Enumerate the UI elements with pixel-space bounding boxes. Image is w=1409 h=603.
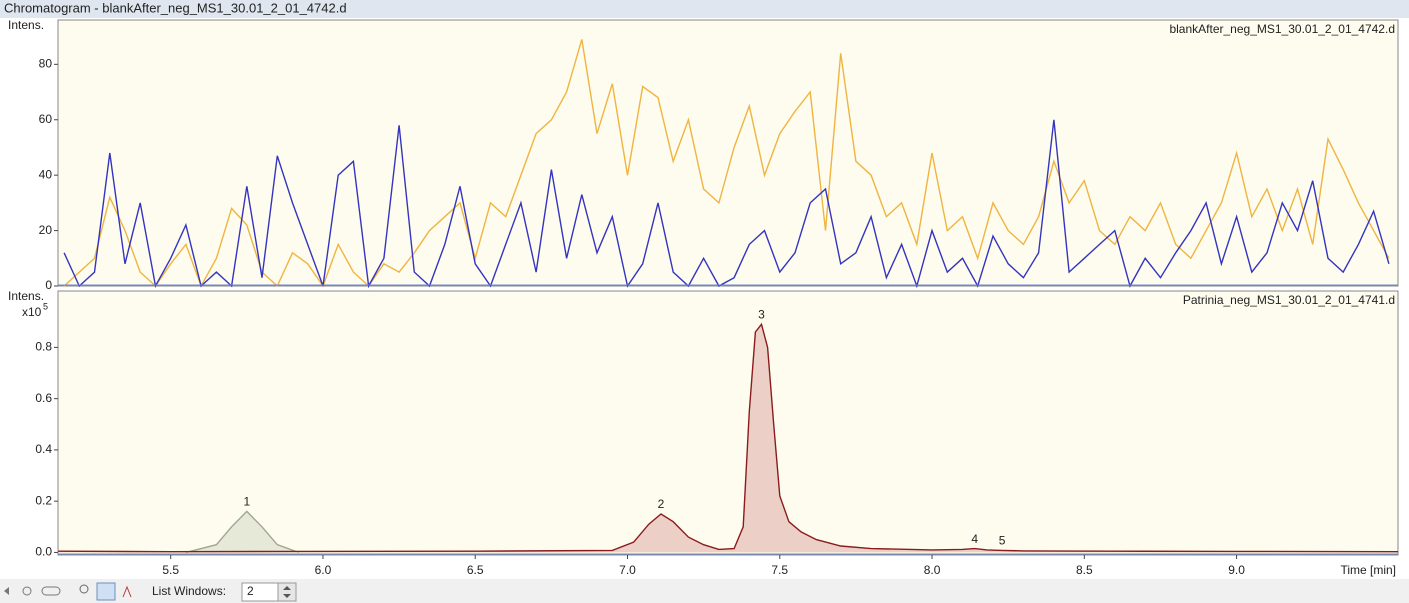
y-tick-label: 0.6 xyxy=(35,391,52,405)
toolbar-icons[interactable] xyxy=(4,582,132,601)
plot-area xyxy=(57,290,1399,556)
x-tick-label: 7.5 xyxy=(771,563,788,577)
x-axis-label: Time [min] xyxy=(1340,563,1396,577)
peak-label: 1 xyxy=(243,495,250,509)
y-tick-label: 0.2 xyxy=(35,493,52,507)
icon-zoom[interactable] xyxy=(79,584,89,594)
window-title: Chromatogram - blankAfter_neg_MS1_30.01_… xyxy=(4,0,347,15)
y-scale-label: x10 xyxy=(22,305,42,319)
x-tick-label: 6.5 xyxy=(467,563,484,577)
dataset-label: blankAfter_neg_MS1_30.01_2_01_4742.d xyxy=(1169,22,1395,36)
y-tick-label: 0.4 xyxy=(35,442,52,456)
spinner[interactable] xyxy=(277,582,297,602)
peak-label: 4 xyxy=(971,532,978,546)
trace xyxy=(63,39,1390,288)
icon-pan[interactable] xyxy=(22,586,32,596)
peak-label: 5 xyxy=(999,534,1006,548)
x-tick-label: 6.0 xyxy=(315,563,332,577)
x-tick-label: 5.5 xyxy=(162,563,179,577)
y-axis-label: Intens. xyxy=(8,289,44,303)
y-scale-exponent: 5 xyxy=(43,301,48,311)
icon-back[interactable] xyxy=(4,587,9,595)
trace xyxy=(63,119,1390,289)
trace xyxy=(185,510,299,554)
y-tick-label: 0 xyxy=(45,278,52,292)
x-tick-label: 9.0 xyxy=(1228,563,1245,577)
y-tick-label: 0.8 xyxy=(35,340,52,354)
toolbar xyxy=(0,579,1409,603)
y-axis-label: Intens. xyxy=(8,18,44,32)
title-bar xyxy=(0,0,1409,18)
peak-fill xyxy=(185,511,299,553)
dataset-label: Patrinia_neg_MS1_30.01_2_01_4741.d xyxy=(1183,293,1395,307)
peak-label: 2 xyxy=(658,497,665,511)
y-tick-label: 20 xyxy=(39,223,53,237)
y-tick-label: 40 xyxy=(39,167,53,181)
icon-link[interactable] xyxy=(41,586,61,596)
list-windows-label: List Windows: xyxy=(152,584,226,598)
y-tick-label: 60 xyxy=(39,112,53,126)
icon-peak[interactable] xyxy=(122,585,132,598)
y-tick-label: 80 xyxy=(39,57,53,71)
x-tick-label: 8.0 xyxy=(924,563,941,577)
icon-mode-active[interactable] xyxy=(96,582,116,601)
peak-label: 3 xyxy=(758,307,765,321)
x-tick-label: 7.0 xyxy=(619,563,636,577)
y-tick-label: 0.0 xyxy=(35,545,52,559)
spinner-arrows xyxy=(283,586,291,598)
trace xyxy=(57,322,1399,553)
list-windows-value: 2 xyxy=(247,584,254,598)
x-tick-label: 8.5 xyxy=(1076,563,1093,577)
